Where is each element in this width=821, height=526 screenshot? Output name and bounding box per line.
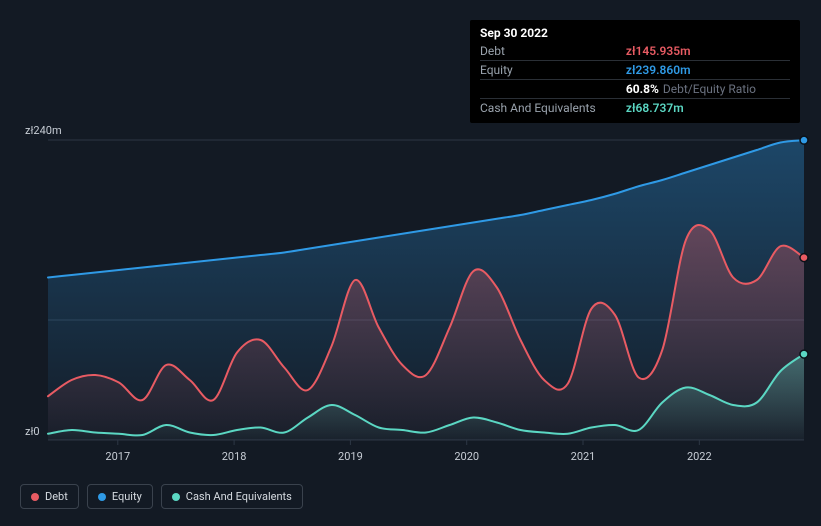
tooltip-value: zł239.860m bbox=[626, 61, 790, 80]
legend-label: Cash And Equivalents bbox=[186, 490, 292, 503]
tooltip-row-debt: Debt zł145.935m bbox=[480, 42, 790, 61]
legend-item[interactable]: Cash And Equivalents bbox=[161, 484, 303, 509]
x-tick: 2022 bbox=[687, 450, 712, 463]
y-label-max: zł240m bbox=[25, 124, 62, 137]
legend-item[interactable]: Debt bbox=[20, 484, 79, 509]
legend-dot-icon bbox=[172, 493, 180, 501]
chart-tooltip: Sep 30 2022 Debt zł145.935m Equity zł239… bbox=[470, 20, 800, 123]
x-tick: 2020 bbox=[454, 450, 479, 463]
tooltip-row-ratio: 60.8% Debt/Equity Ratio bbox=[480, 80, 790, 99]
x-tick: 2019 bbox=[338, 450, 363, 463]
x-axis: 2017 2018 2019 2020 2021 2022 bbox=[0, 450, 821, 464]
tooltip-ratio-value: 60.8% bbox=[626, 82, 659, 96]
tooltip-label: Debt bbox=[480, 42, 626, 61]
tooltip-ratio-label: Debt/Equity Ratio bbox=[663, 82, 756, 96]
tooltip-value: zł145.935m bbox=[626, 42, 790, 61]
tooltip-label: Cash And Equivalents bbox=[480, 99, 626, 118]
tooltip-row-equity: Equity zł239.860m bbox=[480, 61, 790, 80]
chart-legend: Debt Equity Cash And Equivalents bbox=[20, 484, 303, 509]
legend-label: Equity bbox=[112, 490, 142, 503]
x-tick: 2021 bbox=[571, 450, 596, 463]
legend-item[interactable]: Equity bbox=[87, 484, 153, 509]
financials-chart: zł240m zł0 2017 2018 2019 2020 2021 2022 Sep … bbox=[0, 0, 821, 526]
tooltip-label: Equity bbox=[480, 61, 626, 80]
legend-dot-icon bbox=[98, 493, 106, 501]
tooltip-row-cash: Cash And Equivalents zł68.737m bbox=[480, 99, 790, 118]
legend-label: Debt bbox=[45, 490, 68, 503]
x-tick: 2017 bbox=[105, 450, 130, 463]
legend-dot-icon bbox=[31, 493, 39, 501]
tooltip-date: Sep 30 2022 bbox=[480, 26, 790, 40]
x-tick: 2018 bbox=[222, 450, 247, 463]
y-label-zero: zł0 bbox=[25, 425, 40, 438]
tooltip-value: zł68.737m bbox=[626, 99, 790, 118]
tooltip-table: Debt zł145.935m Equity zł239.860m 60.8% D… bbox=[480, 42, 790, 117]
